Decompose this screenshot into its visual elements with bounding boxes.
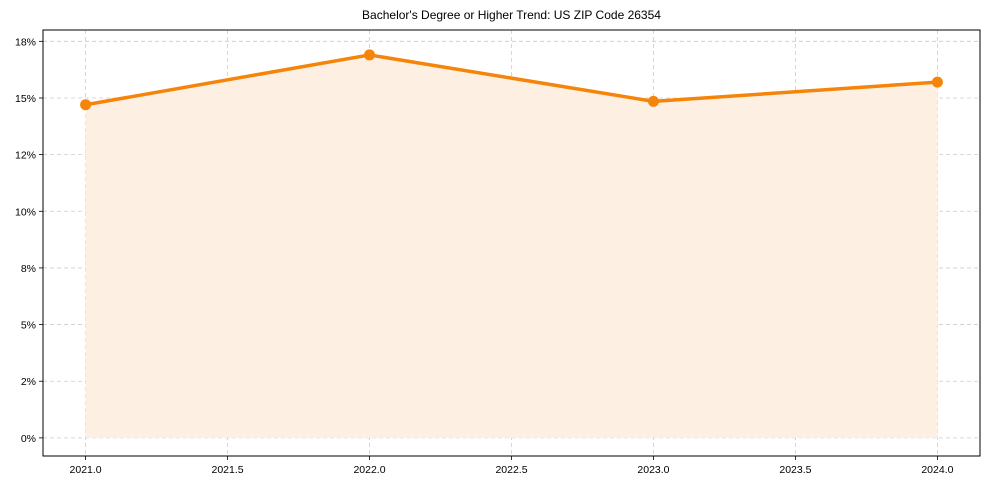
y-tick-label: 10% xyxy=(15,206,36,218)
data-points xyxy=(80,49,943,111)
y-tick-label: 8% xyxy=(21,263,36,275)
y-tick-label: 5% xyxy=(21,320,36,332)
x-tick-label: 2021.0 xyxy=(70,464,102,476)
y-axis: 0% 2% 5% 8% 10% 12% 15% 18% xyxy=(15,36,43,445)
x-tick-label: 2022.5 xyxy=(495,464,527,476)
data-point-marker xyxy=(364,49,376,61)
area-fill xyxy=(85,54,938,438)
x-tick-label: 2022.0 xyxy=(353,464,385,476)
data-point-marker xyxy=(931,76,943,88)
x-tick-label: 2023.5 xyxy=(779,464,811,476)
y-tick-label: 15% xyxy=(15,93,36,105)
x-tick-label: 2021.5 xyxy=(211,464,243,476)
y-tick-label: 2% xyxy=(21,376,36,388)
x-axis: 2021.0 2021.5 2022.0 2022.5 2023.0 2023.5 2024… xyxy=(70,456,954,476)
x-tick-label: 2023.0 xyxy=(637,464,669,476)
y-tick-label: 0% xyxy=(21,433,36,445)
data-point-marker xyxy=(647,95,659,107)
data-point-marker xyxy=(80,99,92,111)
x-tick-label: 2024.0 xyxy=(921,464,953,476)
chart-title: Bachelor's Degree or Higher Trend: US ZI… xyxy=(362,8,661,22)
y-tick-label: 12% xyxy=(15,150,36,162)
data-line xyxy=(85,53,938,107)
y-tick-label: 18% xyxy=(15,36,36,48)
